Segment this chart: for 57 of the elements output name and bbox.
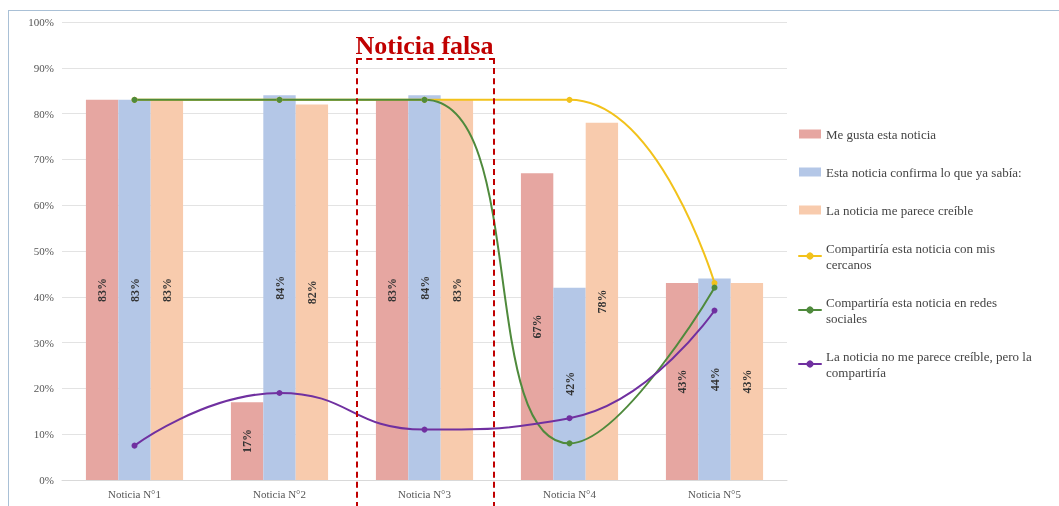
bar: [263, 95, 296, 480]
data-label: 67%: [530, 314, 545, 339]
legend-label: La noticia me parece creíble: [826, 202, 974, 218]
bar: [85, 99, 119, 480]
bar: [585, 122, 619, 480]
bar: [440, 99, 474, 480]
y-tick-label: 60%: [33, 199, 54, 212]
y-tick-label: 10%: [33, 428, 54, 441]
legend-label: Me gusta esta noticia: [826, 126, 937, 142]
bar: [150, 99, 184, 480]
data-label: 83%: [159, 277, 174, 302]
bar: [665, 283, 699, 480]
y-tick-label: 0%: [39, 474, 54, 486]
data-label: 43%: [675, 369, 690, 394]
bar: [408, 95, 441, 480]
data-label: 42%: [562, 371, 577, 396]
y-tick-label: 30%: [33, 336, 54, 349]
bar: [520, 173, 554, 480]
point: [566, 415, 573, 422]
data-label: 84%: [417, 275, 432, 300]
legend-label: Compartiría esta noticia con mis cercanos: [826, 240, 999, 272]
data-label: 17%: [240, 429, 255, 454]
legend-label: Compartiría esta noticia en redes sociales: [826, 294, 1001, 326]
y-tick-label: 40%: [33, 290, 54, 303]
data-label: 78%: [594, 289, 609, 314]
data-label: 82%: [304, 280, 319, 305]
legend-label: La noticia no me parece creíble, pero la compartiría: [826, 348, 1035, 380]
y-tick-label: 90%: [33, 61, 54, 74]
data-label: 83%: [449, 277, 464, 302]
y-tick-label: 50%: [33, 245, 54, 257]
data-label: 83%: [127, 277, 142, 302]
data-label: 43%: [739, 369, 754, 394]
bar: [295, 104, 329, 480]
x-tick-label: Noticia N°1: [108, 487, 161, 500]
annotation: Noticia falsa: [354, 31, 495, 60]
bar: [118, 99, 151, 480]
data-label: 83%: [95, 277, 110, 302]
bar: [698, 278, 731, 480]
y-tick-label: 70%: [33, 153, 54, 166]
y-tick-label: 100%: [28, 16, 54, 28]
y-tick-label: 80%: [33, 107, 54, 120]
x-tick-label: Noticia N°2: [253, 487, 306, 500]
data-label: 83%: [385, 277, 400, 302]
bar: [230, 402, 264, 480]
y-tick-label: 20%: [33, 382, 54, 395]
x-tick-label: Noticia N°4: [543, 487, 597, 500]
data-label: 44%: [707, 367, 722, 392]
x-tick-label: Noticia N°5: [688, 487, 742, 500]
x-tick-label: Noticia N°3: [398, 487, 452, 500]
legend-label: Esta noticia confirma lo que ya sabía:: [826, 164, 1022, 180]
bar: [730, 283, 764, 480]
bar: [553, 287, 586, 480]
bar: [375, 99, 409, 480]
point: [566, 96, 573, 103]
point: [711, 307, 718, 314]
data-label: 84%: [272, 275, 287, 300]
point: [276, 389, 283, 396]
